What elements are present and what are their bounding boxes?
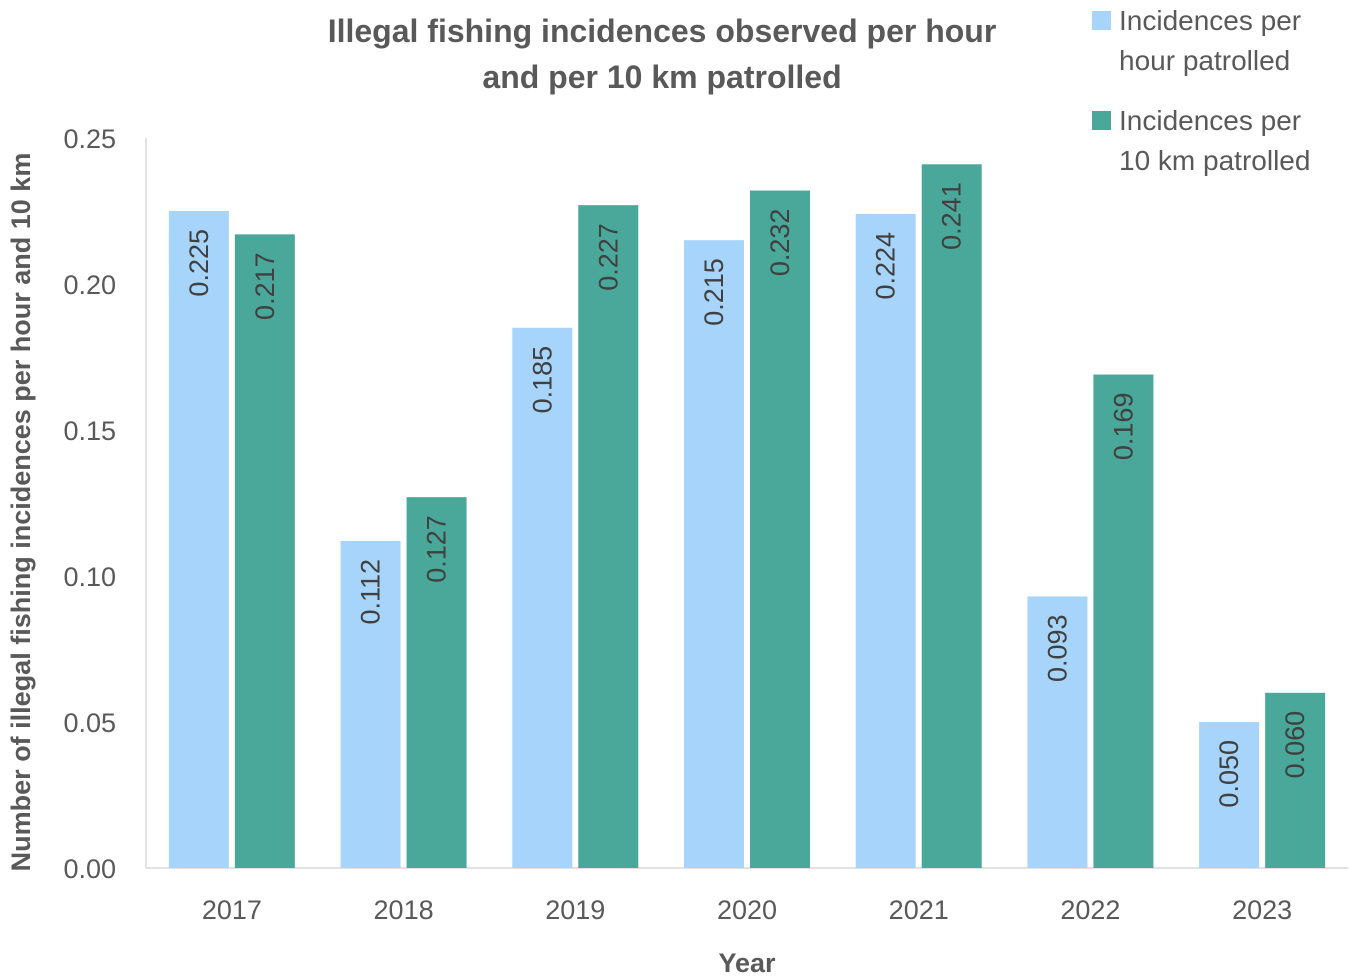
bar-hour-2018	[340, 540, 401, 868]
chart-title-line-2: and per 10 km patrolled	[482, 59, 841, 95]
data-labels: 0.225 0.217 0.112 0.127 0.185 0.227 0.215 0.232…	[184, 182, 1310, 807]
bar-10km-2017	[234, 234, 295, 869]
legend: Incidences per hour patrolled Incidences…	[1092, 5, 1310, 176]
data-label-10km-2017: 0.217	[250, 252, 280, 320]
x-tick-label: 2019	[545, 895, 605, 925]
bar-hour-2021	[855, 213, 916, 869]
y-tick-label: 0.00	[63, 854, 116, 884]
data-label-10km-2019: 0.227	[593, 223, 623, 291]
data-label-hour-2021: 0.224	[871, 232, 901, 300]
legend-swatch-10km	[1092, 111, 1111, 130]
y-tick-label: 0.25	[63, 124, 116, 154]
y-tick-label: 0.20	[63, 270, 116, 300]
y-tick-labels: 0.00 0.05 0.10 0.15 0.20 0.25	[63, 124, 116, 884]
x-tick-label: 2017	[202, 895, 262, 925]
x-tick-label: 2020	[717, 895, 777, 925]
bar-hour-2023	[1199, 722, 1260, 868]
y-axis-label: Number of illegal fishing incidences per…	[6, 153, 36, 872]
bars	[168, 164, 1326, 869]
data-label-hour-2017: 0.225	[184, 229, 214, 297]
data-label-hour-2018: 0.112	[356, 559, 386, 625]
chart-title-line-1: Illegal fishing incidences observed per …	[328, 13, 997, 49]
legend-swatch-hour	[1092, 11, 1111, 30]
bar-hour-2019	[512, 327, 573, 868]
x-axis-label: Year	[718, 948, 776, 978]
data-label-10km-2018: 0.127	[422, 515, 452, 583]
bar-10km-2019	[578, 205, 639, 868]
bar-hour-2017	[168, 211, 229, 868]
y-tick-label: 0.15	[63, 416, 116, 446]
legend-label-hour-line-1: Incidences per	[1119, 5, 1301, 36]
y-tick-label: 0.05	[63, 708, 116, 738]
data-label-hour-2020: 0.215	[699, 258, 729, 326]
x-tick-label: 2021	[889, 895, 949, 925]
x-tick-label: 2022	[1060, 895, 1120, 925]
bar-10km-2022	[1093, 374, 1154, 868]
data-label-10km-2020: 0.232	[765, 209, 795, 277]
legend-label-hour-line-2: hour patrolled	[1119, 45, 1290, 76]
data-label-hour-2019: 0.185	[527, 346, 557, 414]
bar-10km-2023	[1265, 692, 1326, 868]
x-tick-label: 2023	[1232, 895, 1292, 925]
bar-10km-2021	[921, 164, 982, 868]
x-tick-labels: 2017 2018 2019 2020 2021 2022 2023	[202, 895, 1292, 925]
bar-hour-2022	[1027, 596, 1088, 868]
data-label-10km-2022: 0.169	[1108, 393, 1138, 461]
bar-10km-2018	[406, 497, 467, 868]
data-label-10km-2021: 0.241	[937, 182, 967, 250]
axes	[145, 138, 1348, 869]
data-label-10km-2023: 0.060	[1280, 711, 1310, 779]
x-tick-label: 2018	[374, 895, 434, 925]
data-label-hour-2022: 0.093	[1042, 614, 1072, 682]
data-label-hour-2023: 0.050	[1214, 740, 1244, 808]
legend-label-10km-line-2: 10 km patrolled	[1119, 145, 1310, 176]
bar-hour-2020	[684, 240, 744, 868]
legend-label-10km-line-1: Incidences per	[1119, 105, 1301, 136]
bar-10km-2020	[750, 190, 810, 868]
y-tick-label: 0.10	[63, 562, 116, 592]
